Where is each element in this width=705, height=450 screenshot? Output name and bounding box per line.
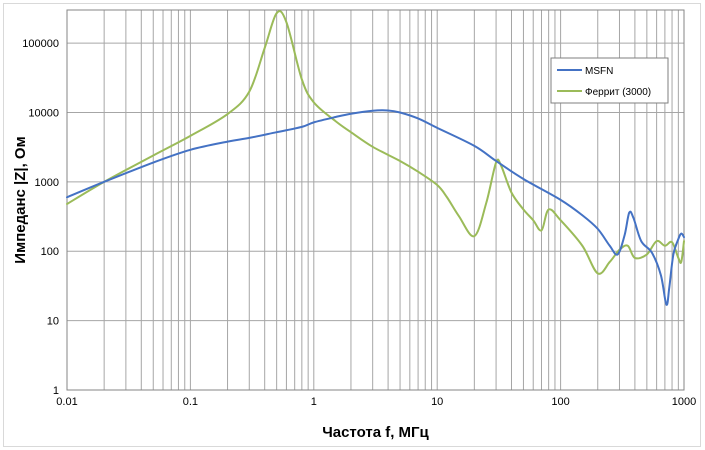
chart-border — [3, 3, 701, 447]
legend: MSFN Феррит (3000) — [550, 57, 669, 104]
series-line-msfn — [66, 109, 685, 306]
x-tick-label: 1000 — [672, 396, 696, 408]
y-tick-label: 1000 — [35, 177, 59, 189]
x-tick-label: 0.01 — [56, 396, 77, 408]
y-tick-label: 10 — [47, 316, 59, 328]
y-tick-label: 1 — [53, 385, 59, 397]
x-axis-title: Частота f, МГц — [322, 424, 429, 441]
series-lines — [66, 10, 685, 306]
y-axis-title: Импеданс |Z|, Ом — [12, 136, 29, 263]
series-line-ferrite — [66, 10, 685, 275]
legend-label-msfn: MSFN — [585, 66, 613, 77]
x-tick-label: 100 — [551, 396, 569, 408]
plot-area-border — [66, 9, 685, 391]
x-tick-label: 1 — [311, 396, 317, 408]
x-tick-label: 10 — [431, 396, 443, 408]
legend-label-ferrite: Феррит (3000) — [585, 87, 651, 98]
tick-labels: 0.01 0.1 1 10 100 1000 1 10 100 1000 10000 100000 — [22, 38, 696, 408]
x-tick-label: 0.1 — [183, 396, 198, 408]
legend-box — [550, 57, 669, 104]
y-tick-label: 100 — [41, 246, 59, 258]
y-tick-label: 10000 — [28, 107, 59, 119]
y-tick-label: 100000 — [22, 38, 59, 50]
